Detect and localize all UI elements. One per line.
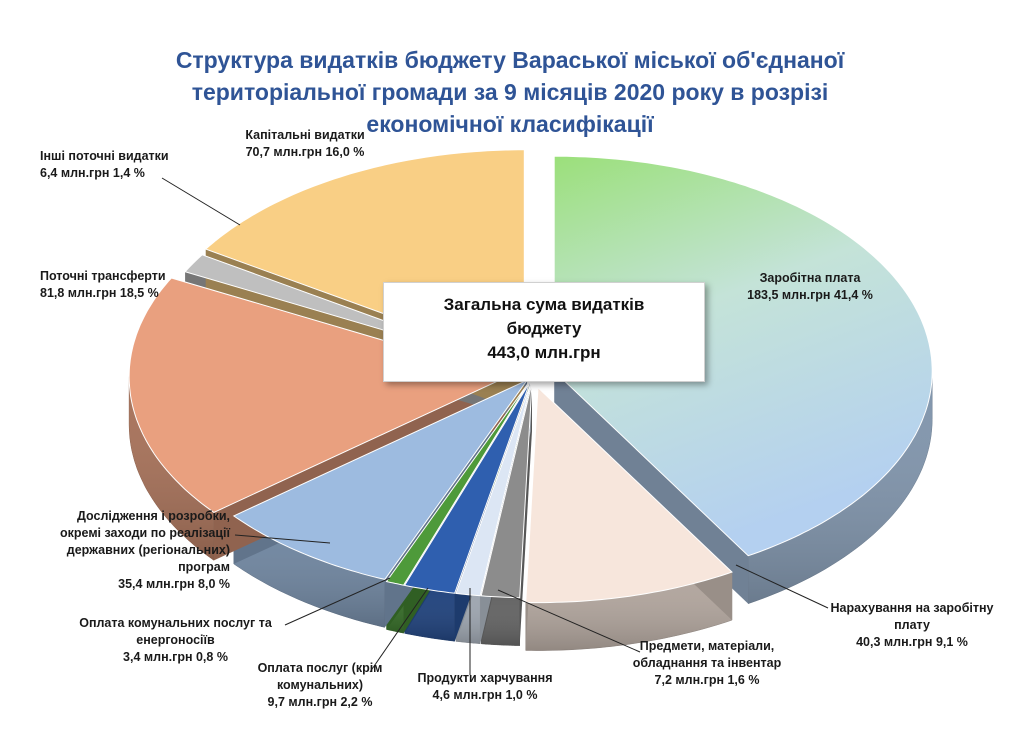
label-research-line2: окремі заходи по реалізації [60,526,230,540]
label-services-value: 9,7 млн.грн 2,2 % [267,695,373,709]
leader-lines [161,177,829,675]
pie-slice-research [232,378,529,580]
leader-line-research [234,534,331,544]
label-utilities-line2: енергоносіїв [136,633,215,647]
label-services-line1: Оплата послуг (крім [257,661,383,675]
label-research-line4: програм [178,560,230,574]
pie-slice-transfers [128,277,509,513]
pie-side-shade-salary [748,371,933,604]
label-accruals: Нарахування на заробітну плату 40,3 млн.… [812,600,1012,651]
leader-line-accruals [735,564,829,609]
label-research: Дослідження і розробки, окремі заходи по… [30,508,230,593]
label-other: Інші поточні видатки 6,4 млн.грн 1,4 % [40,148,169,182]
label-transfers-value: 81,8 млн.грн 18,5 % [40,286,159,300]
label-other-name: Інші поточні видатки [40,149,169,163]
leader-line-other [161,177,241,226]
leader-line-services [369,587,429,673]
label-research-line3: державних (регіональних) [66,543,230,557]
label-capital: Капітальні видатки 70,7 млн.грн 16,0 % [225,127,385,161]
label-utilities-line1: Оплата комунальних послуг та [79,616,272,630]
label-capital-value: 70,7 млн.грн 16,0 % [245,145,365,159]
total-summary-box: Загальна сума видатків бюджету 443,0 млн… [383,282,705,382]
label-utilities-value: 3,4 млн.грн 0,8 % [123,650,228,664]
label-materials-value: 7,2 млн.грн 1,6 % [654,673,760,687]
pie-side-shade-transfers [129,376,214,561]
label-materials-line2: обладнання та інвентар [632,656,782,670]
label-research-line1: Дослідження і розробки, [76,509,230,523]
label-services-line2: комунальних) [276,678,364,692]
label-food-name: Продукти харчування [417,671,553,685]
label-salary-name: Заробітна плата [759,271,861,285]
pie-side-shade-accruals [525,572,732,651]
pie-slice-salary [553,155,933,557]
label-food: Продукти харчування 4,6 млн.грн 1,0 % [400,670,570,704]
label-materials: Предмети, матеріали, обладнання та інвен… [612,638,802,689]
label-salary: Заробітна плата 183,5 млн.грн 41,4 % [725,270,895,304]
pie-slice-accruals [525,386,733,604]
chart-title: Структура видатків бюджету Вараської міс… [175,47,845,137]
label-capital-name: Капітальні видатки [245,128,365,142]
total-summary-line1: Загальна сума видатків [443,295,645,314]
label-transfers-name: Поточні трансферти [40,269,166,283]
label-accruals-value: 40,3 млн.грн 9,1 % [856,635,968,649]
pie-slice-utilities [385,382,530,586]
label-food-value: 4,6 млн.грн 1,0 % [432,688,538,702]
label-materials-line1: Предмети, матеріали, [639,639,775,653]
label-salary-value: 183,5 млн.грн 41,4 % [747,288,873,302]
label-utilities: Оплата комунальних послуг та енергоносії… [68,615,283,666]
total-summary-amount: 443,0 млн.грн [487,343,601,362]
pie-side-shade-materials [481,595,520,646]
leader-line-utilities [284,577,391,626]
label-transfers: Поточні трансферти 81,8 млн.грн 18,5 % [40,268,166,302]
label-other-value: 6,4 млн.грн 1,4 % [40,166,145,180]
label-services: Оплата послуг (крім комунальних) 9,7 млн… [240,660,400,711]
pie-slice-services [403,382,531,594]
total-summary-line2: бюджету [506,319,582,338]
label-accruals-line1: Нарахування на заробітну [830,601,994,615]
pie-slice-food [455,382,532,597]
label-research-value: 35,4 млн.грн 8,0 % [118,577,230,591]
leader-line-materials [497,589,641,653]
pie-cut-materials-0 [519,382,532,646]
label-accruals-line2: плату [894,618,930,632]
